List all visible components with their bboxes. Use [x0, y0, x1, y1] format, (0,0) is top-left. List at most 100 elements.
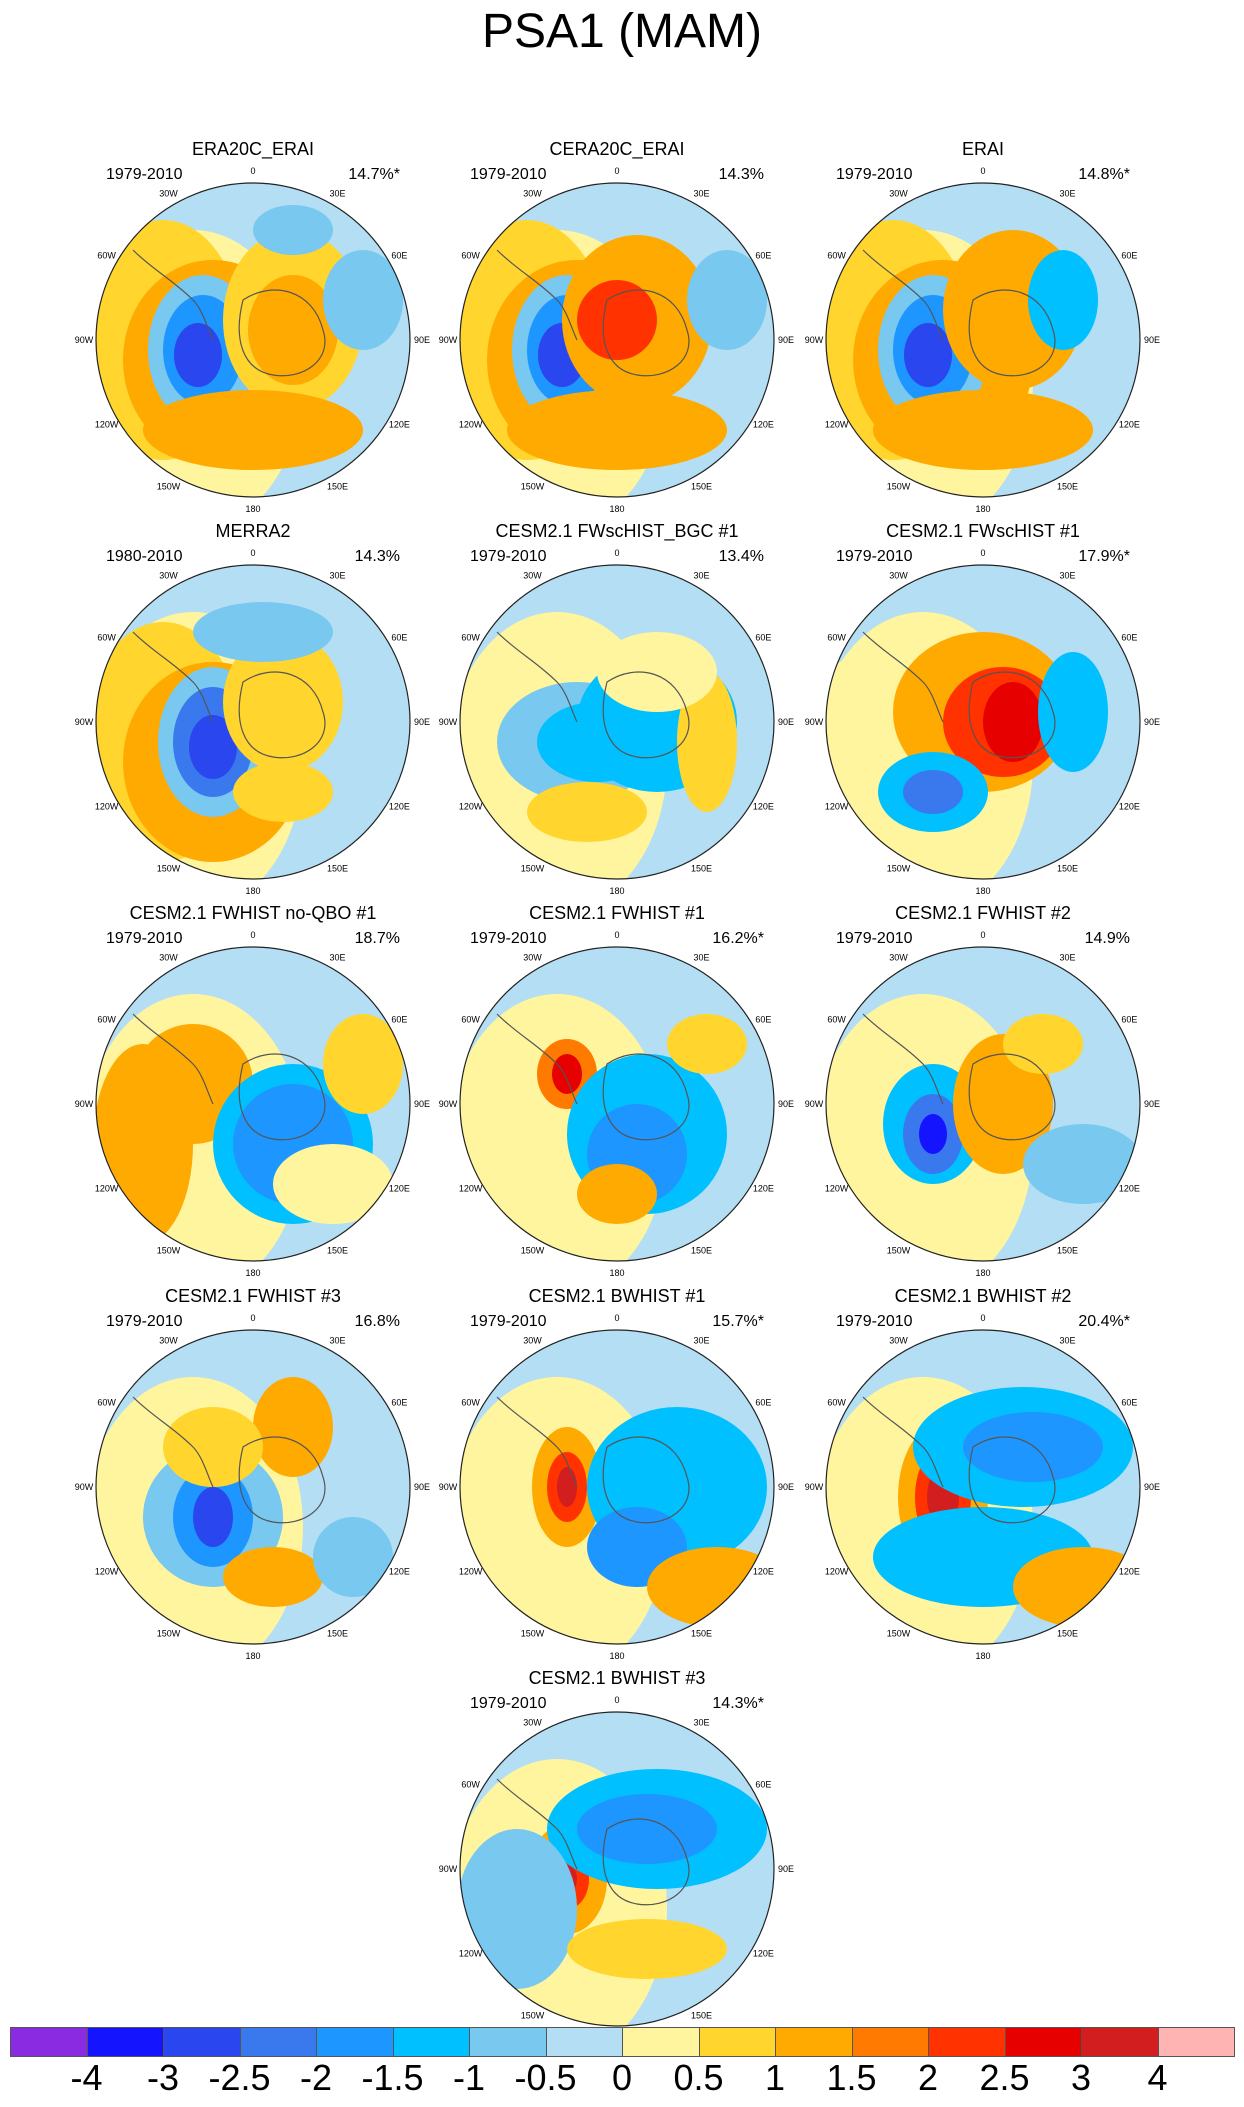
anomaly-contour: [1013, 1547, 1140, 1627]
longitude-label: 30W: [159, 189, 178, 199]
longitude-label: 150W: [521, 863, 545, 873]
panel-title: CESM2.1 FWHIST #2: [895, 903, 1071, 923]
panel-title: CESM2.1 BWHIST #2: [895, 1286, 1072, 1306]
anomaly-contour: [193, 1487, 233, 1547]
longitude-label: 180: [245, 1651, 260, 1661]
longitude-label: 30E: [329, 571, 345, 581]
anomaly-contour: [323, 250, 403, 350]
longitude-label: 30W: [889, 1336, 908, 1346]
longitude-label: 0: [250, 1313, 255, 1323]
panel-variance: 18.7%: [355, 930, 400, 947]
longitude-label: 180: [975, 1651, 990, 1661]
colorbar-box: [1157, 2027, 1235, 2057]
panel-title: CESM2.1 FWHIST #3: [165, 1286, 341, 1306]
longitude-label: 60E: [1121, 633, 1137, 643]
colorbar-box: [775, 2027, 853, 2057]
panel-title: CESM2.1 FWHIST no-QBO #1: [130, 903, 377, 923]
longitude-label: 180: [975, 1268, 990, 1278]
coastline: [132, 1396, 214, 1488]
anomaly-contour: [919, 1114, 947, 1154]
coastline: [602, 289, 690, 377]
coastline: [132, 631, 214, 723]
longitude-label: 120W: [825, 420, 849, 430]
panel-period: 1979-2010: [470, 166, 547, 183]
colorbar-tick-label: 0.5: [673, 2057, 724, 2098]
longitude-label: 60W: [461, 251, 480, 261]
colorbar-box: [163, 2027, 241, 2057]
longitude-label: 30E: [329, 1336, 345, 1346]
longitude-label: 120W: [459, 420, 483, 430]
longitude-label: 120W: [825, 1184, 849, 1194]
longitude-label: 0: [980, 166, 985, 176]
panel-variance: 13.4%: [719, 548, 764, 565]
longitude-label: 180: [245, 1268, 260, 1278]
longitude-label: 120E: [1119, 802, 1140, 812]
longitude-label: 60W: [97, 633, 116, 643]
anomaly-contour: [248, 275, 338, 385]
longitude-label: 150E: [327, 1628, 348, 1638]
longitude-label: 120E: [753, 1184, 774, 1194]
coastline: [862, 631, 944, 723]
panel-variance: 14.3%: [719, 166, 764, 183]
longitude-label: 90E: [414, 335, 430, 345]
longitude-label: 120W: [459, 802, 483, 812]
panel-period: 1979-2010: [470, 1313, 547, 1330]
longitude-label: 120E: [753, 1949, 774, 1959]
anomaly-contour: [323, 1014, 403, 1114]
longitude-label: 90E: [414, 1482, 430, 1492]
panel-period: 1979-2010: [836, 930, 913, 947]
panel-title: MERRA2: [215, 521, 290, 541]
panel-title: CESM2.1 BWHIST #3: [529, 1668, 706, 1688]
longitude-label: 150E: [327, 863, 348, 873]
longitude-label: 90W: [439, 1099, 458, 1109]
longitude-label: 30E: [1059, 571, 1075, 581]
longitude-label: 0: [614, 166, 619, 176]
longitude-label: 60W: [827, 633, 846, 643]
colorbar-box: [1004, 2027, 1082, 2057]
longitude-label: 90W: [805, 1482, 824, 1492]
longitude-label: 150E: [1057, 481, 1078, 491]
map-boundary: [825, 946, 1141, 1262]
coastline: [968, 1436, 1056, 1524]
colorbar-box: [239, 2027, 317, 2057]
anomaly-contour: [223, 632, 343, 772]
colorbar-tick-label: -2: [299, 2057, 333, 2098]
anomaly-contour: [460, 1829, 577, 1989]
longitude-label: 180: [245, 504, 260, 514]
panel-title: CESM2.1 BWHIST #1: [529, 1286, 706, 1306]
anomaly-contour: [174, 323, 222, 387]
longitude-label: 30W: [523, 571, 542, 581]
colorbar-box: [10, 2027, 88, 2057]
colorbar-tick-label: 1.5: [826, 2057, 877, 2098]
anomaly-contour: [1023, 1124, 1140, 1204]
longitude-label: 60W: [827, 1015, 846, 1025]
longitude-label: 90W: [75, 335, 94, 345]
anomaly-contour: [223, 1547, 323, 1607]
colorbar-tick-label: -4: [70, 2057, 103, 2098]
longitude-label: 30W: [523, 1718, 542, 1728]
longitude-label: 30E: [693, 1336, 709, 1346]
anomaly-contour: [903, 770, 963, 814]
longitude-label: 60E: [1121, 1398, 1137, 1408]
colorbar-box: [698, 2027, 776, 2057]
longitude-label: 120E: [1119, 1184, 1140, 1194]
map-boundary: [459, 1329, 775, 1645]
colorbar-tick-label: 1: [764, 2057, 786, 2098]
longitude-label: 150W: [887, 481, 911, 491]
colorbar-tick-label: -2.5: [208, 2057, 271, 2098]
longitude-label: 0: [614, 1695, 619, 1705]
longitude-label: 0: [250, 166, 255, 176]
longitude-label: 150E: [691, 2010, 712, 2020]
anomaly-contour: [677, 672, 737, 812]
coastline: [602, 1053, 690, 1141]
coastline: [602, 1818, 690, 1906]
longitude-label: 60W: [461, 1398, 480, 1408]
panel-title: CESM2.1 FWHIST #1: [529, 903, 705, 923]
longitude-label: 90E: [778, 1482, 794, 1492]
panel-title: ERA20C_ERAI: [192, 139, 314, 160]
coastline: [132, 1013, 214, 1105]
longitude-label: 60E: [391, 1398, 407, 1408]
longitude-label: 60E: [1121, 251, 1137, 261]
anomaly-contour: [667, 1014, 747, 1074]
longitude-label: 150E: [327, 1245, 348, 1255]
